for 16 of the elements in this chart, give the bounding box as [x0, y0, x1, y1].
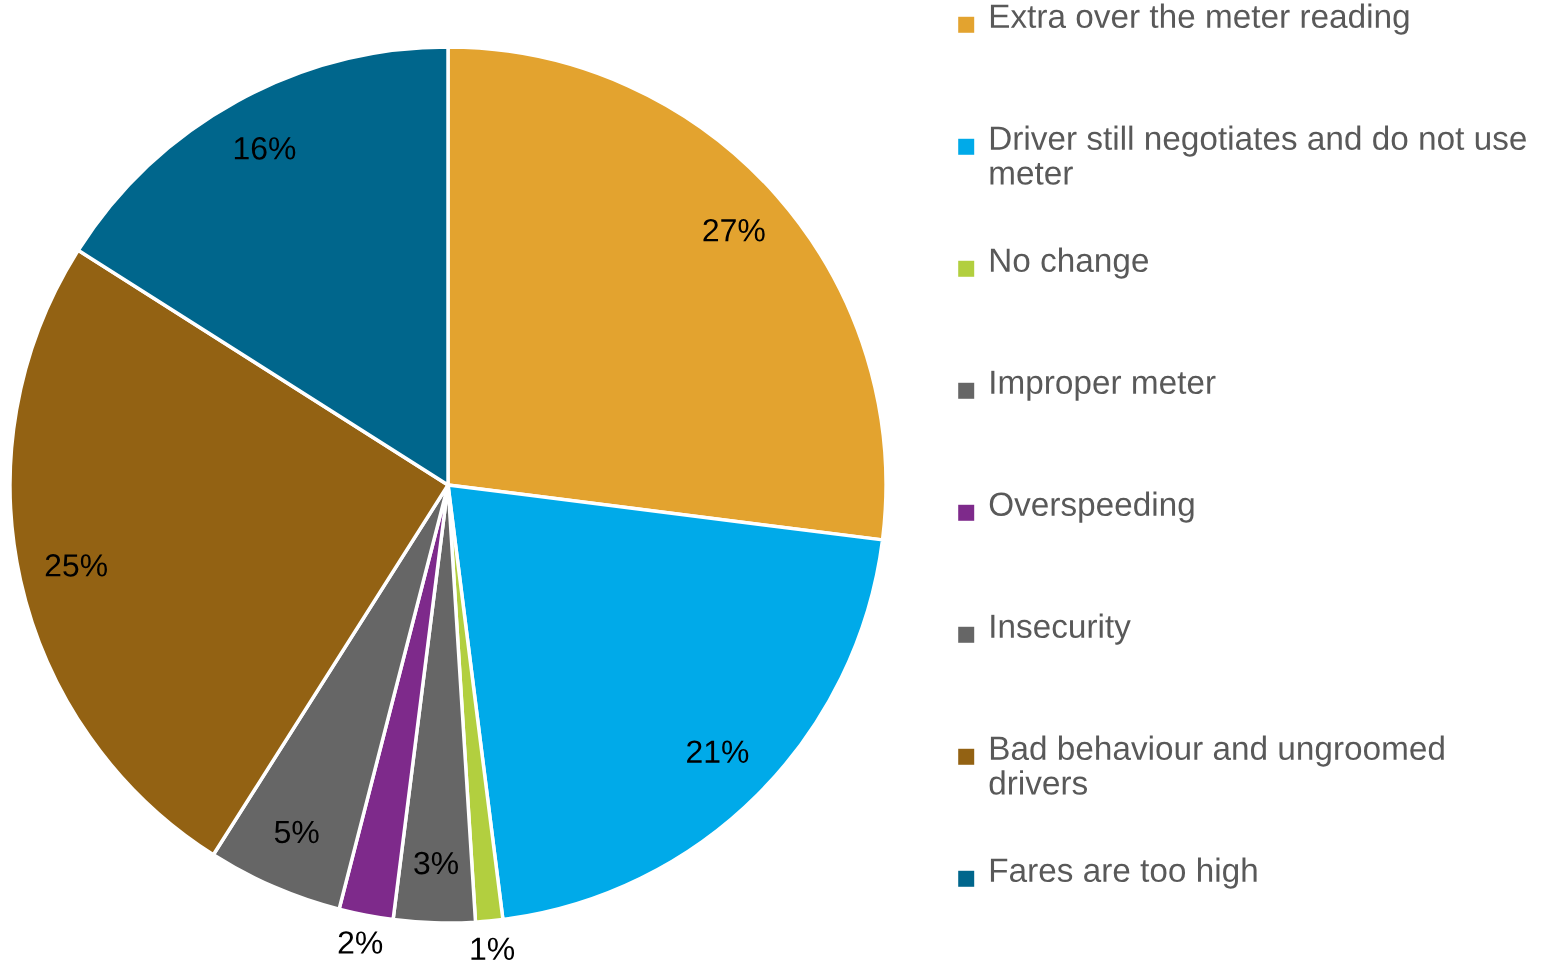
data-label: 2% [338, 931, 383, 954]
legend-label: Overspeeding [989, 491, 1194, 523]
legend-label: Bad behaviour and ungroomed drivers [989, 735, 1444, 795]
data-label: 25% [45, 554, 107, 577]
legend-label: Driver still negotiates and do not use meter [990, 125, 1526, 185]
data-label: 27% [703, 218, 765, 242]
legend-label: Extra over the meter reading [990, 3, 1409, 35]
data-label: 16% [234, 137, 296, 160]
legend-label: Insecurity [991, 613, 1131, 645]
legend-label: Fares are too high [990, 857, 1257, 889]
data-label: 5% [274, 820, 319, 844]
data-label: 3% [414, 851, 458, 875]
legend-label: No change [990, 247, 1148, 279]
data-label: 1% [471, 937, 515, 960]
legend-label: Improper meter [991, 370, 1216, 401]
data-label: 21% [687, 740, 749, 763]
